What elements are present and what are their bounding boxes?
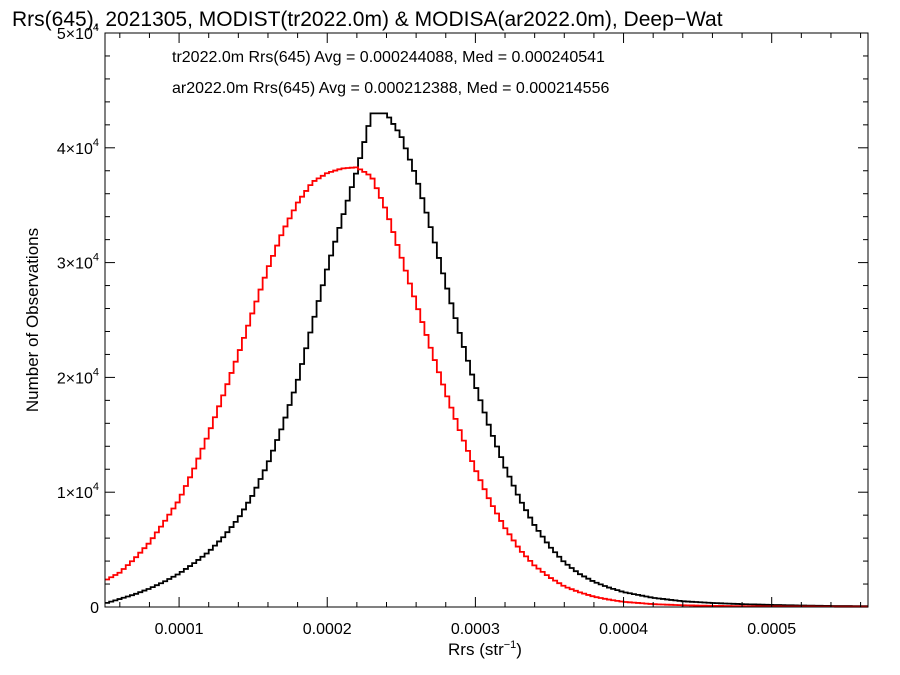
legend-entry-red: ar2022.0m Rrs(645) Avg = 0.000212388, Me… [172, 80, 609, 97]
legend-entry-black: tr2022.0m Rrs(645) Avg = 0.000244088, Me… [172, 49, 605, 66]
y-tick-label: 3×104 [57, 252, 99, 273]
chart-title: Rrs(645), 2021305, MODIST(tr2022.0m) & M… [12, 8, 723, 31]
x-tick-label: 0.0004 [599, 621, 648, 638]
x-axis: 0.0001 0.0002 0.0003 0.0004 0.0005 [119, 33, 862, 638]
x-tick-label: 0.0001 [155, 621, 204, 638]
y-axis: 0 1×104 2×104 3×104 4×104 5×104 [57, 22, 868, 617]
y-tick-label: 1×104 [57, 481, 99, 502]
plot-frame [104, 32, 869, 608]
x-tick-label: 0.0005 [747, 621, 796, 638]
y-tick-label: 0 [90, 600, 99, 617]
x-tick-label: 0.0002 [303, 621, 352, 638]
y-tick-label: 4×104 [57, 137, 99, 158]
x-axis-label: Rrs (str−1) [448, 639, 522, 659]
y-tick-label: 5×104 [57, 22, 99, 43]
plot-area [104, 32, 869, 608]
series-line-1 [105, 166, 868, 608]
y-axis-label: Number of Observations [23, 228, 42, 412]
y-tick-label: 2×104 [57, 366, 99, 387]
x-tick-label: 0.0003 [451, 621, 500, 638]
series-line-0 [105, 112, 868, 608]
